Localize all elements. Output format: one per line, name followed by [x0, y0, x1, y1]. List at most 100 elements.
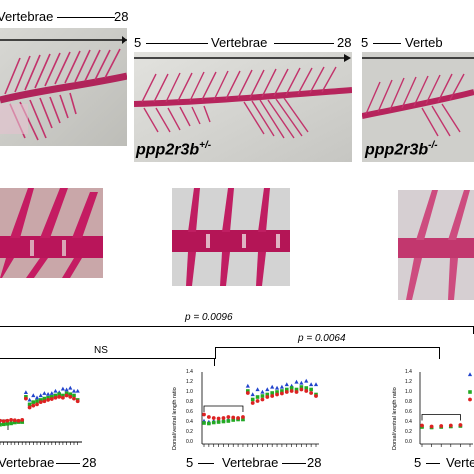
data-point — [35, 399, 39, 404]
data-point — [49, 397, 54, 401]
p-value-mid: p = 0.0064 — [298, 333, 346, 344]
scatter-plot-wildtype — [0, 385, 82, 445]
data-point — [31, 393, 36, 398]
data-point — [31, 403, 36, 408]
data-point — [299, 380, 304, 385]
bracket-mid — [215, 347, 440, 348]
data-point — [221, 419, 226, 424]
data-point — [53, 395, 58, 400]
vertebra-closeup-heterozygous — [172, 188, 290, 286]
y-tick-label: 1.2 — [405, 379, 412, 385]
data-point — [24, 396, 28, 401]
data-point — [9, 417, 14, 422]
data-point — [20, 420, 24, 424]
data-point — [42, 391, 47, 395]
data-point — [294, 390, 299, 394]
plot-right-axis-label: Verte — [446, 455, 474, 470]
data-point — [38, 400, 43, 405]
plot-mid-axis-start: 5 — [186, 455, 194, 470]
genotype-name: ppp2r3b — [365, 141, 429, 159]
data-point — [246, 389, 250, 393]
data-point — [68, 392, 73, 396]
y-tick-label: 0.2 — [405, 429, 412, 435]
data-point — [231, 415, 236, 420]
data-point — [260, 389, 265, 394]
data-point — [250, 392, 255, 397]
data-point — [458, 423, 463, 427]
plot-right-axis-line — [426, 463, 440, 464]
y-tick-label: 0.6 — [186, 409, 193, 415]
bracket-mid-right-leg — [439, 347, 440, 359]
data-point — [211, 416, 216, 420]
data-point — [75, 388, 80, 393]
y-tick-label: 0.0 — [186, 439, 193, 445]
plot-right-ylabel: Dorsal/ventral length ratio — [392, 387, 398, 450]
data-point — [289, 386, 294, 390]
genotype-name: ppp2r3b — [136, 141, 200, 159]
plot-mid-axis-end: 28 — [307, 455, 322, 470]
data-point — [27, 402, 32, 407]
data-point — [309, 387, 313, 392]
data-point — [216, 420, 221, 424]
data-point — [260, 397, 265, 402]
data-point — [274, 385, 280, 390]
plot-mid-ylabel: Dorsal/ventral length ratio — [172, 387, 178, 450]
data-point — [53, 393, 58, 398]
data-point — [294, 387, 299, 392]
y-tick-label: 1.4 — [405, 369, 412, 375]
y-tick-label: 1.2 — [186, 379, 193, 385]
data-point — [9, 421, 13, 426]
data-point — [211, 420, 216, 425]
data-point — [216, 416, 221, 421]
data-point — [260, 394, 265, 398]
data-point — [202, 412, 206, 417]
data-point — [202, 421, 206, 425]
data-point — [75, 399, 80, 404]
y-tick-label: 1.0 — [186, 389, 193, 395]
data-point — [313, 382, 319, 387]
data-point — [429, 424, 434, 429]
data-point — [13, 420, 17, 425]
data-point — [275, 392, 279, 397]
data-point — [226, 419, 231, 423]
data-point — [1, 419, 6, 424]
panel-a-left-axis-end: 28 — [114, 9, 129, 24]
plot-mid-axis-line-left — [198, 463, 214, 464]
panel-a-right-axis-start: 5 — [361, 35, 369, 50]
data-point — [245, 391, 250, 395]
data-point — [71, 388, 77, 393]
plot-left-axis-line — [56, 463, 80, 464]
panel-a-mid-axis-label: Vertebrae — [211, 35, 268, 50]
data-point — [49, 391, 54, 395]
data-point — [265, 395, 270, 399]
data-point — [53, 388, 58, 393]
vertebra-closeup-wildtype — [0, 188, 103, 278]
data-point — [42, 396, 47, 401]
data-point — [42, 399, 47, 404]
data-point — [294, 379, 299, 384]
data-point — [280, 391, 284, 396]
data-point — [207, 421, 211, 426]
data-point — [304, 378, 309, 383]
ns-label: NS — [94, 345, 108, 356]
panel-a-left-axis-label: Vertebrae — [0, 9, 54, 24]
panel-a-right-axis-label: Verteb — [405, 35, 443, 50]
data-point — [46, 391, 51, 396]
data-point — [420, 423, 424, 428]
data-point — [448, 423, 453, 428]
data-point — [31, 400, 36, 404]
data-point — [5, 418, 10, 423]
vertebra-closeup-homozygous — [398, 190, 474, 300]
data-point — [468, 390, 472, 394]
panel-a-mid-axis-line-left — [146, 43, 208, 44]
data-point — [46, 395, 50, 400]
data-point — [289, 389, 294, 393]
data-point — [72, 393, 76, 398]
data-point — [60, 386, 65, 391]
data-point — [221, 416, 226, 420]
y-tick-label: 0.0 — [405, 439, 412, 445]
data-point — [68, 394, 73, 399]
plot-mid-axis-line-right — [282, 463, 306, 464]
data-point — [299, 387, 304, 392]
plot-right-axis-start: 5 — [414, 455, 422, 470]
